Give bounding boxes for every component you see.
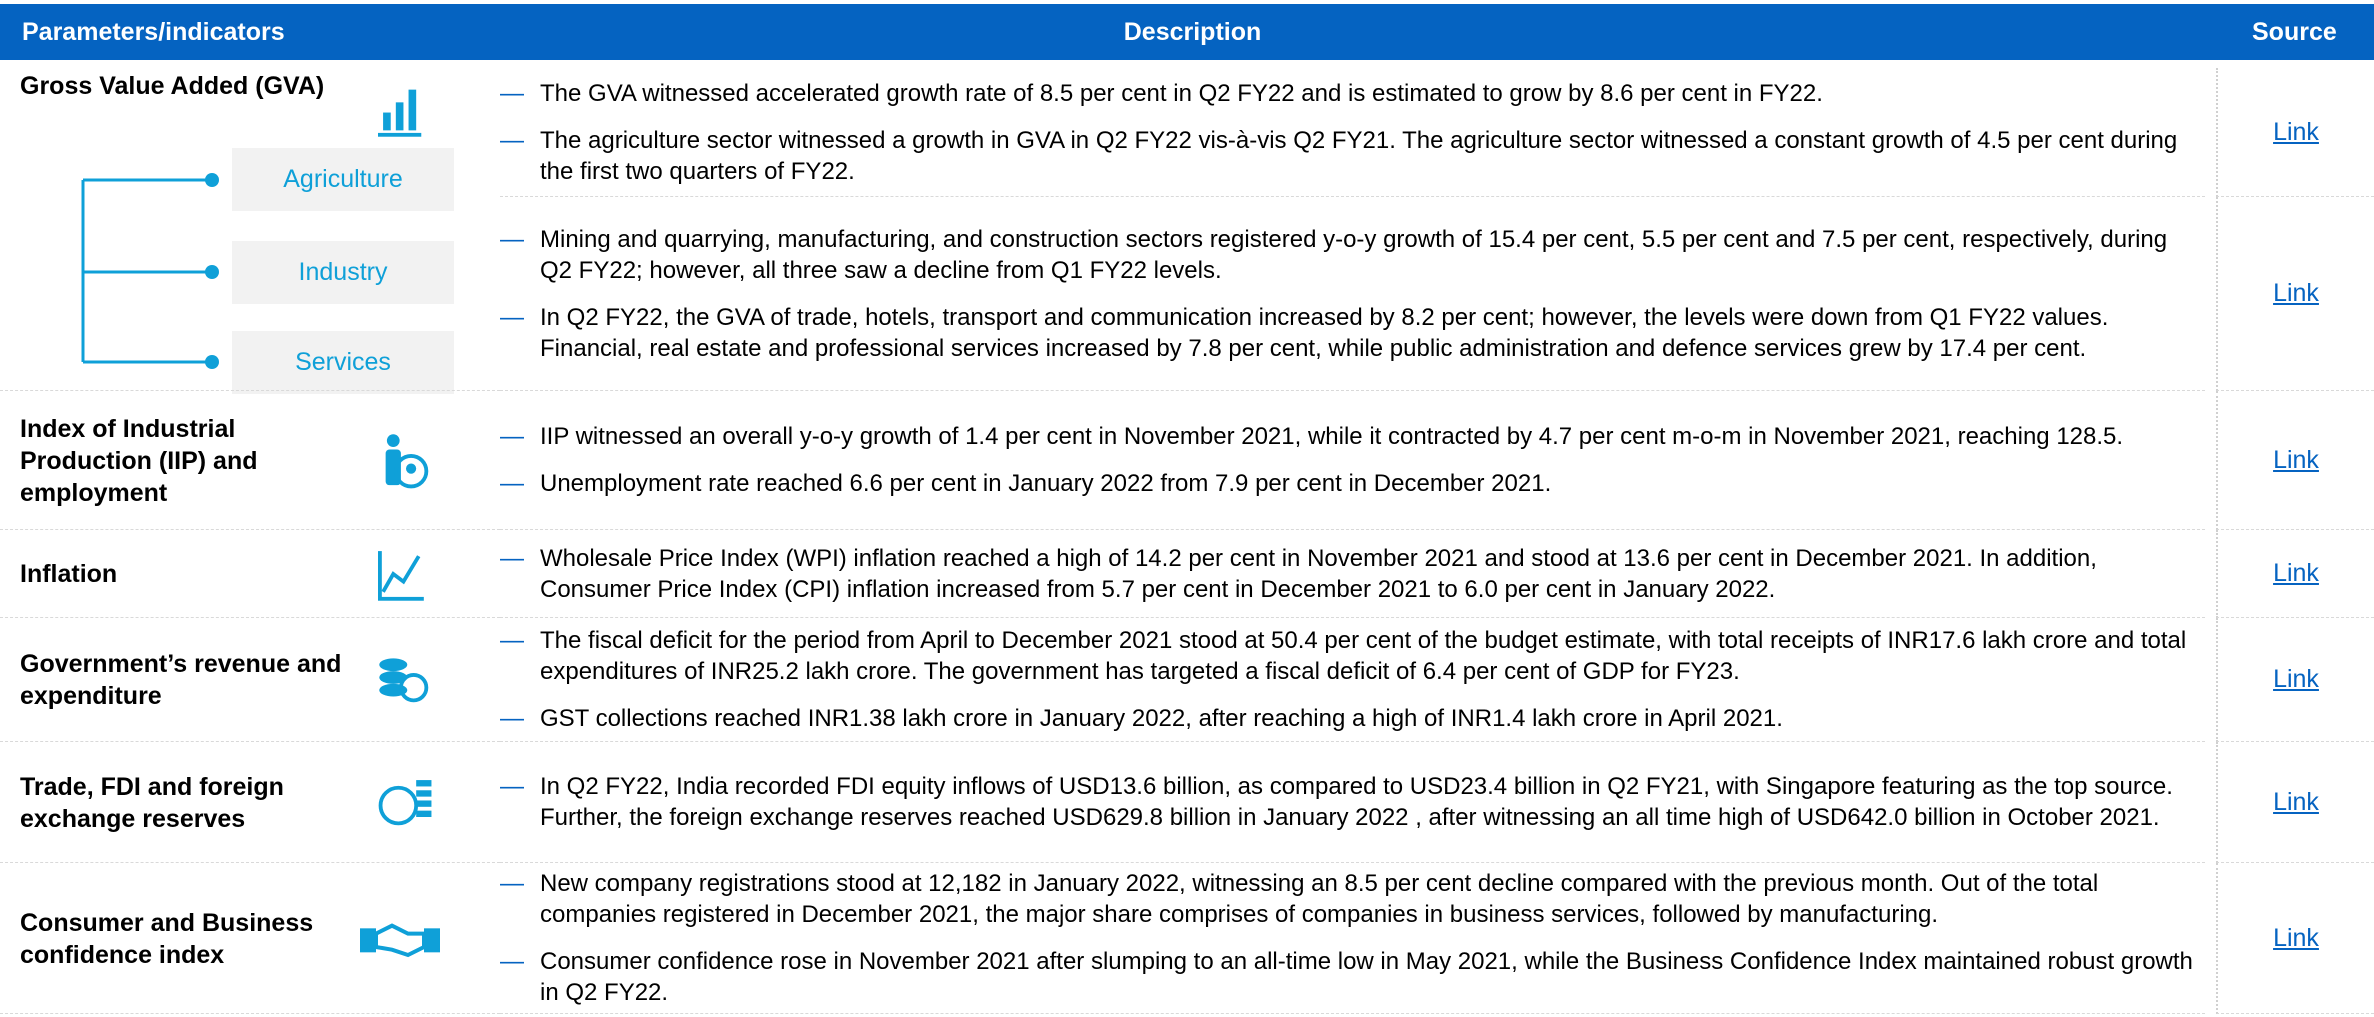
subsector-box: Industry (232, 241, 454, 304)
subsector-box: Agriculture (232, 148, 454, 211)
bullet-dash: — (500, 627, 524, 654)
parameter-cell: Government’s revenue and expenditure (20, 618, 350, 742)
parameter-cell: Inflation (20, 530, 350, 618)
bullet-dash: — (500, 79, 524, 107)
bullet: — Consumer confidence rose in November 20… (500, 946, 2205, 1008)
parameter-icon (378, 779, 432, 825)
bullet-text: Mining and quarrying, manufacturing, and… (540, 225, 2168, 284)
bullet: — New company registrations stood at 12,1… (500, 868, 2205, 930)
source-link[interactable]: Link (2273, 923, 2319, 952)
bullet-dash: — (500, 948, 524, 975)
description-cell: — Mining and quarrying, manufacturing, an… (500, 197, 2205, 391)
parameter-cell: Consumer and Business confidence index (20, 863, 350, 1014)
source-link[interactable]: Link (2273, 665, 2319, 693)
bullet-dash: — (500, 225, 524, 253)
tree-lines (81, 178, 212, 364)
parameter-cell: Trade, FDI and foreign exchange reserves (20, 742, 350, 863)
source-link[interactable]: Link (2273, 279, 2319, 307)
bullet: — GST collections reached INR1.38 lakh cr… (500, 703, 2205, 734)
bullet-text: Wholesale Price Index (WPI) inflation re… (540, 544, 2097, 603)
bullet-dash: — (500, 870, 524, 897)
tree-dots (205, 173, 219, 369)
source-link[interactable]: Link (2273, 787, 2319, 816)
header-parameters: Parameters/indicators (22, 18, 285, 46)
bullet-text: IIP witnessed an overall y-o-y growth of… (540, 423, 2124, 450)
bullet: — IIP witnessed an overall y-o-y growth o… (500, 421, 2205, 452)
parameter-label: Consumer and Business confidence index (20, 908, 314, 969)
parameter-icon (385, 433, 429, 488)
bullet-text: In Q2 FY22, the GVA of trade, hotels, tr… (540, 303, 2109, 362)
source-cell: Link (2216, 68, 2374, 197)
description-cell: — IIP witnessed an overall y-o-y growth o… (500, 391, 2205, 530)
bullet-text: The agriculture sector witnessed a growt… (540, 126, 2178, 185)
parameter-cell: Gross Value Added (GVA) (20, 70, 360, 102)
source-cell: Link (2216, 742, 2374, 863)
parameter-label: Index of Industrial Production (IIP) and… (20, 414, 258, 507)
row-separator (0, 862, 500, 863)
subsector-box: Services (232, 331, 454, 394)
header-source: Source (2252, 18, 2337, 46)
bullet-dash: — (500, 126, 524, 154)
parameter-label: Government’s revenue and expenditure (20, 650, 342, 710)
bullet: — The GVA witnessed accelerated growth ra… (500, 78, 2205, 109)
description-cell: — New company registrations stood at 12,1… (500, 863, 2205, 1014)
parameter-label: Gross Value Added (GVA) (20, 72, 325, 100)
bullet-text: Unemployment rate reached 6.6 per cent i… (540, 470, 1552, 497)
row-separator (0, 529, 500, 530)
row-separator (0, 741, 500, 742)
bullet: — In Q2 FY22, India recorded FDI equity i… (500, 771, 2205, 833)
bullet-dash: — (500, 303, 524, 331)
source-link[interactable]: Link (2273, 559, 2319, 587)
header-description: Description (1123, 18, 1262, 46)
source-cell: Link (2216, 530, 2374, 618)
source-cell: Link (2216, 391, 2374, 530)
bullet-dash: — (500, 423, 524, 450)
bullet-dash: — (500, 773, 524, 800)
bullet-dash: — (500, 544, 524, 572)
row-separator (0, 1013, 500, 1014)
parameter-icon (360, 922, 440, 957)
bullet-dash: — (500, 705, 524, 732)
bullet-dash: — (500, 470, 524, 497)
bullet-text: The fiscal deficit for the period from A… (540, 627, 2187, 685)
bullet-text: The GVA witnessed accelerated growth rat… (540, 79, 1823, 107)
description-cell: — The fiscal deficit for the period from … (500, 618, 2205, 742)
bullet: — Unemployment rate reached 6.6 per cent … (500, 468, 2205, 499)
description-cell: — In Q2 FY22, India recorded FDI equity i… (500, 742, 2205, 863)
source-cell: Link (2216, 863, 2374, 1014)
description-cell: — The GVA witnessed accelerated growth ra… (500, 68, 2205, 197)
bullet: — The fiscal deficit for the period from … (500, 625, 2205, 687)
source-cell: Link (2216, 197, 2374, 391)
bullet: — The agriculture sector witnessed a grow… (500, 125, 2205, 187)
bullet: — Wholesale Price Index (WPI) inflation r… (500, 543, 2205, 605)
source-link[interactable]: Link (2273, 445, 2319, 474)
parameter-cell: Index of Industrial Production (IIP) and… (20, 391, 350, 530)
row-separator (0, 390, 500, 391)
source-link[interactable]: Link (2273, 117, 2319, 146)
parameter-icon (378, 89, 422, 137)
bullet: — Mining and quarrying, manufacturing, an… (500, 224, 2205, 286)
source-cell: Link (2216, 618, 2374, 742)
bullet-text: Consumer confidence rose in November 202… (540, 948, 2193, 1006)
bullet: — In Q2 FY22, the GVA of trade, hotels, t… (500, 302, 2205, 364)
parameter-icon (379, 658, 429, 703)
bullet-text: New company registrations stood at 12,18… (540, 870, 2099, 928)
row-separator (0, 617, 500, 618)
parameter-icon (378, 551, 424, 601)
description-cell: — Wholesale Price Index (WPI) inflation r… (500, 530, 2205, 618)
parameter-label: Trade, FDI and foreign exchange reserves (20, 772, 284, 833)
parameter-label: Inflation (20, 560, 118, 588)
bullet-text: GST collections reached INR1.38 lakh cro… (540, 705, 1783, 732)
table-header: Parameters/indicators Description Source (0, 4, 2374, 60)
bullet-text: In Q2 FY22, India recorded FDI equity in… (540, 773, 2173, 831)
